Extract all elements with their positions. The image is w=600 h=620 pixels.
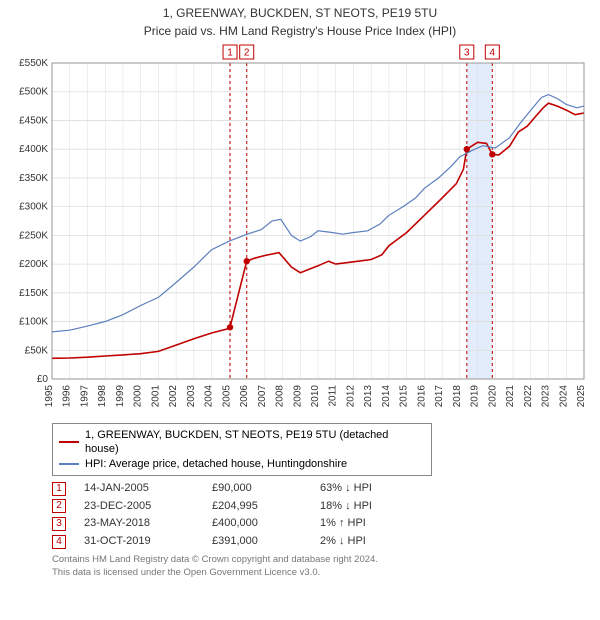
svg-text:2011: 2011: [328, 385, 339, 407]
sale-marker: 2: [52, 499, 66, 513]
svg-text:2023: 2023: [541, 385, 552, 408]
legend-label: 1, GREENWAY, BUCKDEN, ST NEOTS, PE19 5TU…: [85, 428, 425, 457]
svg-text:2012: 2012: [345, 385, 356, 408]
page-title: 1, GREENWAY, BUCKDEN, ST NEOTS, PE19 5TU: [8, 6, 592, 22]
sale-relative: 63% ↓ HPI: [320, 480, 562, 498]
sales-table: 1 14-JAN-2005 £90,000 63% ↓ HPI 2 23-DEC-2005…: [52, 480, 562, 550]
legend: 1, GREENWAY, BUCKDEN, ST NEOTS, PE19 5TU…: [52, 423, 432, 476]
sale-marker: 3: [52, 517, 66, 531]
svg-text:£400K: £400K: [19, 144, 48, 155]
svg-text:2018: 2018: [452, 385, 463, 408]
footer-line: Contains HM Land Registry data © Crown c…: [52, 554, 592, 566]
legend-swatch: [59, 441, 79, 443]
svg-text:2003: 2003: [186, 385, 197, 408]
sale-row: 1 14-JAN-2005 £90,000 63% ↓ HPI: [52, 480, 562, 498]
page-subtitle: Price paid vs. HM Land Registry's House …: [8, 24, 592, 40]
data-attribution: Contains HM Land Registry data © Crown c…: [52, 554, 592, 579]
svg-text:2: 2: [244, 48, 250, 59]
sale-price: £90,000: [212, 480, 302, 498]
footer-line: This data is licensed under the Open Gov…: [52, 567, 592, 579]
svg-text:2025: 2025: [576, 385, 587, 408]
svg-text:£450K: £450K: [19, 116, 48, 127]
svg-text:2000: 2000: [133, 385, 144, 408]
sale-date: 31-OCT-2019: [84, 533, 194, 551]
svg-text:2001: 2001: [150, 385, 161, 408]
svg-text:2013: 2013: [363, 385, 374, 408]
svg-text:2005: 2005: [221, 385, 232, 408]
sale-date: 23-DEC-2005: [84, 498, 194, 516]
svg-text:£50K: £50K: [25, 345, 49, 356]
svg-text:£150K: £150K: [19, 288, 48, 299]
svg-text:£300K: £300K: [19, 202, 48, 213]
svg-text:2002: 2002: [168, 385, 179, 408]
svg-text:£250K: £250K: [19, 231, 48, 242]
svg-text:£500K: £500K: [19, 87, 48, 98]
svg-text:1: 1: [227, 48, 233, 59]
legend-item-hpi: HPI: Average price, detached house, Hunt…: [59, 457, 425, 471]
svg-text:2016: 2016: [416, 385, 427, 408]
svg-text:3: 3: [464, 48, 470, 59]
sale-price: £400,000: [212, 515, 302, 533]
sale-row: 3 23-MAY-2018 £400,000 1% ↑ HPI: [52, 515, 562, 533]
price-chart: £0 £50K £100K £150K £200K £250K £300K £350K £400…: [8, 41, 592, 421]
sale-marker: 4: [52, 535, 66, 549]
svg-text:1999: 1999: [115, 385, 126, 408]
sale-price: £204,995: [212, 498, 302, 516]
svg-text:2009: 2009: [292, 385, 303, 408]
svg-text:1995: 1995: [44, 385, 55, 408]
svg-text:2006: 2006: [239, 385, 250, 408]
svg-text:2015: 2015: [399, 385, 410, 408]
svg-text:2019: 2019: [470, 385, 481, 408]
svg-text:1997: 1997: [79, 385, 90, 408]
svg-text:2014: 2014: [381, 385, 392, 408]
svg-text:2021: 2021: [505, 385, 516, 408]
svg-text:£0: £0: [37, 374, 49, 385]
svg-text:£550K: £550K: [19, 58, 48, 69]
svg-text:2017: 2017: [434, 385, 445, 408]
svg-text:2022: 2022: [523, 385, 534, 408]
sale-row: 2 23-DEC-2005 £204,995 18% ↓ HPI: [52, 498, 562, 516]
sale-date: 23-MAY-2018: [84, 515, 194, 533]
svg-text:2007: 2007: [257, 385, 268, 408]
svg-text:£100K: £100K: [19, 317, 48, 328]
sale-marker: 1: [52, 482, 66, 496]
svg-text:1996: 1996: [62, 385, 73, 408]
svg-text:2020: 2020: [487, 385, 498, 408]
svg-text:2024: 2024: [558, 385, 569, 408]
svg-text:2010: 2010: [310, 385, 321, 408]
sale-date: 14-JAN-2005: [84, 480, 194, 498]
svg-text:1998: 1998: [97, 385, 108, 408]
legend-label: HPI: Average price, detached house, Hunt…: [85, 457, 347, 471]
svg-text:2004: 2004: [204, 385, 215, 408]
sale-relative: 18% ↓ HPI: [320, 498, 562, 516]
legend-swatch: [59, 463, 79, 465]
svg-text:2008: 2008: [275, 385, 286, 408]
sale-relative: 2% ↓ HPI: [320, 533, 562, 551]
legend-item-property: 1, GREENWAY, BUCKDEN, ST NEOTS, PE19 5TU…: [59, 428, 425, 457]
sale-row: 4 31-OCT-2019 £391,000 2% ↓ HPI: [52, 533, 562, 551]
sale-relative: 1% ↑ HPI: [320, 515, 562, 533]
svg-text:£350K: £350K: [19, 173, 48, 184]
sale-price: £391,000: [212, 533, 302, 551]
svg-text:£200K: £200K: [19, 259, 48, 270]
svg-text:4: 4: [490, 48, 496, 59]
